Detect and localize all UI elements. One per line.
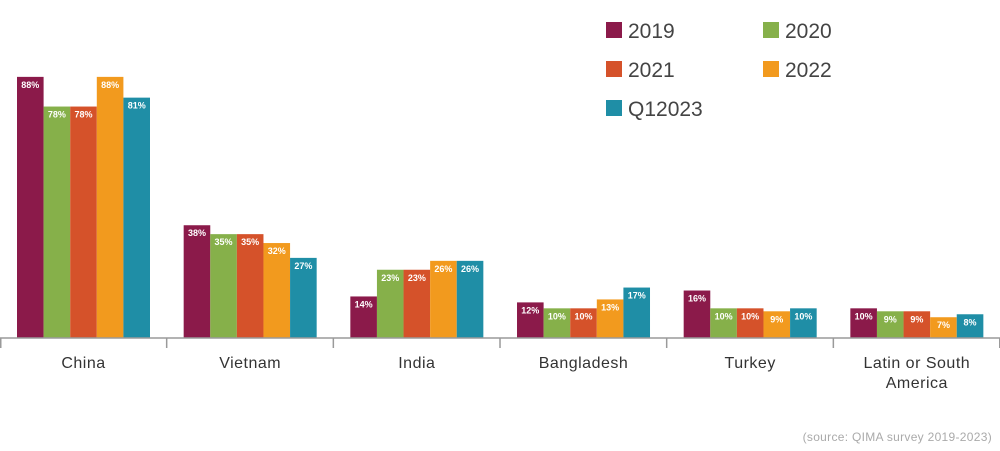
category-label: Vietnam <box>219 355 281 372</box>
legend-swatch-2019 <box>606 22 622 38</box>
bar-value-label: 10% <box>575 311 593 321</box>
bar-value-label: 35% <box>215 237 233 247</box>
category-label: Turkey <box>725 355 776 372</box>
bar-2020-bangladesh <box>543 308 571 338</box>
bar-value-label: 8% <box>964 317 977 327</box>
bar-2022-india <box>430 260 457 338</box>
bar-value-label: 16% <box>688 294 706 304</box>
bar-2019-bangladesh <box>517 302 544 338</box>
bar-2022-bangladesh <box>596 299 624 338</box>
legend-label-Q12023: Q12023 <box>628 98 703 121</box>
bar-2021-vietnam <box>236 234 264 338</box>
category-label: India <box>398 355 435 372</box>
bar-2020-india <box>376 269 404 338</box>
category-label: Latin or South America <box>864 355 971 392</box>
bar-value-label: 9% <box>910 314 923 324</box>
bar-value-label: 88% <box>101 80 119 90</box>
bar-value-label: 9% <box>884 314 897 324</box>
legend-swatch-2021 <box>606 61 622 77</box>
bar-value-label: 23% <box>408 273 426 283</box>
bar-value-label: 35% <box>241 237 259 247</box>
bar-value-label: 10% <box>548 311 566 321</box>
bar-2022-latin-or-south-america <box>930 317 957 338</box>
bar-value-label: 26% <box>434 264 452 274</box>
bar-value-label: 12% <box>521 305 539 315</box>
bar-2019-turkey <box>683 290 711 338</box>
bar-2019-china <box>17 76 44 339</box>
bar-value-label: 38% <box>188 228 206 238</box>
legend-label-2022: 2022 <box>785 59 832 82</box>
legend-label-2019: 2019 <box>628 20 675 43</box>
bar-2020-china <box>43 106 71 339</box>
bar-value-label: 10% <box>855 311 873 321</box>
legend-swatch-2022 <box>763 61 779 77</box>
legend-label-2020: 2020 <box>785 20 832 43</box>
bar-value-label: 32% <box>268 246 286 256</box>
category-labels: China Vietnam India Bangladesh Turkey Latin o… <box>61 355 971 392</box>
bar-value-label: 17% <box>628 291 646 301</box>
bar-2021-india <box>403 269 431 338</box>
legend-swatch-2020 <box>763 22 779 38</box>
bar-Q12023-india <box>456 260 484 338</box>
bar-2021-turkey <box>736 308 764 338</box>
bar-Q12023-vietnam <box>290 257 317 338</box>
category-label: Bangladesh <box>539 355 629 372</box>
x-axis-ticks <box>0 338 1000 348</box>
bar-Q12023-latin-or-south-america <box>956 314 984 338</box>
bar-Q12023-china <box>123 97 150 339</box>
bar-2019-vietnam <box>183 225 211 338</box>
bar-value-label: 14% <box>355 299 373 309</box>
bar-value-label: 78% <box>74 110 92 120</box>
bar-value-label: 10% <box>741 311 759 321</box>
legend-label-2021: 2021 <box>628 59 675 82</box>
bar-value-label: 26% <box>461 264 479 274</box>
bar-2022-turkey <box>763 311 791 338</box>
legend-swatch-Q12023 <box>606 100 622 116</box>
bars-group: 88% 78% 78% 88% 81% 38% 35% 35% 32% 27% 14% 23% 23% 2… <box>17 76 984 339</box>
bar-2022-vietnam <box>263 243 291 338</box>
bar-2020-vietnam <box>210 234 237 338</box>
bar-value-label: 88% <box>21 80 39 90</box>
bar-2021-china <box>70 106 97 339</box>
legend: 2019 2020 2021 2022 Q12023 <box>606 20 832 121</box>
bar-value-label: 7% <box>937 320 950 330</box>
bar-value-label: 78% <box>48 110 66 120</box>
bar-value-label: 23% <box>381 273 399 283</box>
bar-value-label: 13% <box>601 302 619 312</box>
bar-2019-india <box>350 296 377 338</box>
bar-2020-turkey <box>710 308 737 338</box>
bar-2021-latin-or-south-america <box>903 311 931 338</box>
bar-2019-latin-or-south-america <box>850 308 877 338</box>
bar-value-label: 27% <box>294 261 312 271</box>
bar-value-label: 10% <box>715 311 733 321</box>
category-label: China <box>61 355 105 372</box>
bar-2021-bangladesh <box>570 308 597 338</box>
bar-2022-china <box>96 76 124 339</box>
bar-Q12023-turkey <box>790 308 817 338</box>
bar-value-label: 10% <box>794 311 812 321</box>
source-note: (source: QIMA survey 2019-2023) <box>803 430 992 444</box>
bar-Q12023-bangladesh <box>623 287 651 338</box>
bar-2020-latin-or-south-america <box>876 311 904 338</box>
bar-value-label: 9% <box>770 314 783 324</box>
bar-value-label: 81% <box>128 101 146 111</box>
